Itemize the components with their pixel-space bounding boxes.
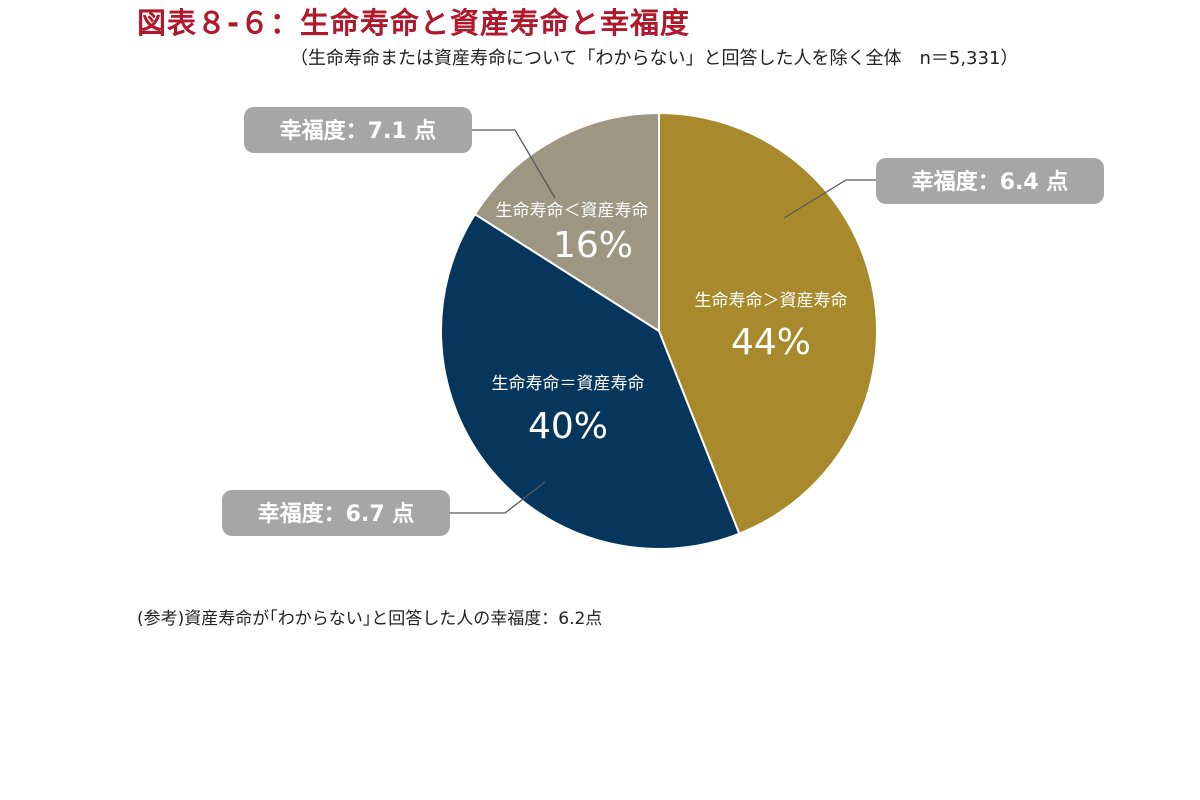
slice-percent-label: 40% xyxy=(528,406,608,447)
slice-percent-label: 44% xyxy=(731,322,811,363)
callout-leader-line xyxy=(450,481,546,514)
callout-leader-line xyxy=(472,129,556,199)
happiness-score-label: 幸福度：6.7 点 xyxy=(258,501,415,527)
callout-leader-line xyxy=(783,179,876,219)
happiness-callout-box xyxy=(876,158,1104,204)
happiness-score-label: 幸福度：6.4 点 xyxy=(912,169,1069,195)
happiness-score-label: 幸福度：7.1 点 xyxy=(280,118,437,144)
pie-slice-1 xyxy=(658,111,878,535)
happiness-callout-box xyxy=(222,490,450,536)
chart-subtitle: （生命寿命または資産寿命について「わからない」と回答した人を除く全体 n＝5,3… xyxy=(290,48,1019,69)
slice-category-label: 生命寿命＞資産寿命 xyxy=(695,291,848,311)
chart-title: 図表８-６：生命寿命と資産寿命と幸福度 xyxy=(137,6,691,40)
slice-category-label: 生命寿命＝資産寿命 xyxy=(492,374,645,394)
happiness-callout-box xyxy=(244,107,472,153)
pie-slice-3 xyxy=(473,111,660,333)
slice-percent-label: 16% xyxy=(553,225,633,266)
slice-category-label: 生命寿命＜資産寿命 xyxy=(496,201,649,221)
pie-slice-2 xyxy=(440,212,741,550)
reference-note: (参考)資産寿命が｢わからない｣と回答した人の幸福度：6.2点 xyxy=(137,609,603,629)
